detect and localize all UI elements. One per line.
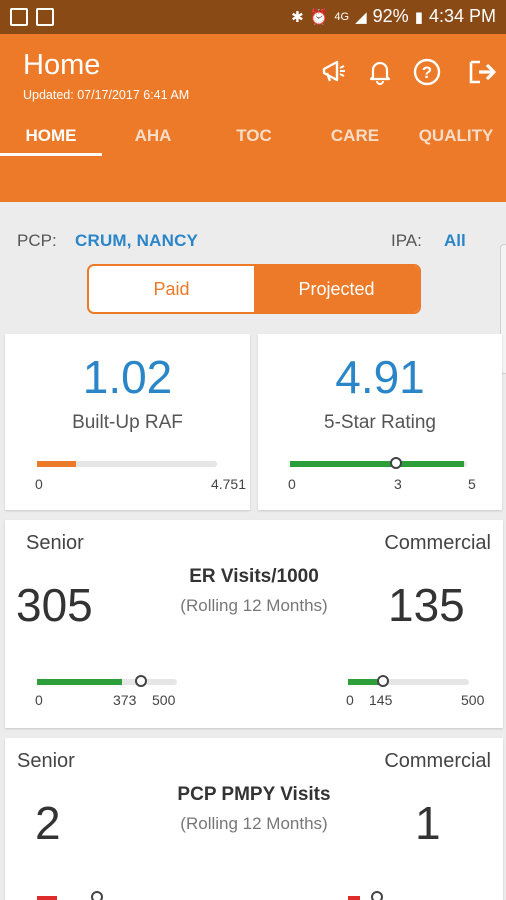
pcp-commercial-target-marker <box>371 891 383 900</box>
er-commercial-target-marker <box>377 675 390 687</box>
page-title: Home <box>23 49 101 81</box>
er-senior-marker-label: 373 <box>113 692 137 708</box>
star-progress-bar <box>290 457 467 469</box>
tab-aha[interactable]: AHA <box>134 126 172 145</box>
pcp-pmpy-subtitle: (Rolling 12 Months) <box>180 814 328 833</box>
star-target-marker <box>390 457 403 469</box>
pcp-commercial-label: Commercial <box>384 750 491 772</box>
raf-min: 0 <box>35 476 43 492</box>
status-bar: ✱ ⏰ 4G ◢ 92% ▮ 4:34 PM <box>0 0 506 34</box>
bluetooth-icon: ✱ <box>291 8 304 26</box>
battery-percent: 92% <box>372 6 409 26</box>
raf-card[interactable]: 1.02 Built-Up RAF 0 4.751 <box>5 334 250 510</box>
ipa-label: IPA: <box>391 231 422 250</box>
er-commercial-bar <box>348 675 469 687</box>
er-senior-value: 305 <box>16 579 93 631</box>
tab-home[interactable]: HOME <box>0 122 102 158</box>
star-progress-fill <box>290 461 464 467</box>
logout-icon[interactable] <box>466 56 498 88</box>
raf-progress-fill <box>37 461 76 467</box>
star-min: 0 <box>288 476 296 492</box>
pcp-pmpy-card[interactable]: Senior Commercial PCP PMPY Visits (Rolli… <box>5 738 503 900</box>
tab-bar: HOME AHA TOC CARE QUALITY <box>0 122 506 158</box>
er-commercial-value: 135 <box>388 579 465 631</box>
pcp-senior-bar-fill <box>37 896 57 900</box>
er-visits-title: ER Visits/1000 <box>189 566 319 587</box>
er-commercial-label: Commercial <box>384 532 491 554</box>
er-visits-card[interactable]: Senior Commercial ER Visits/1000 (Rollin… <box>5 520 503 728</box>
er-commercial-fill <box>348 679 381 685</box>
er-commercial-marker-label: 145 <box>369 692 393 708</box>
signal-icon: ◢ <box>355 8 367 26</box>
raf-max: 4.751 <box>210 476 246 492</box>
network-label: 4G <box>334 10 350 23</box>
ipa-selector[interactable]: All <box>444 231 466 250</box>
pcp-selector[interactable]: CRUM, NANCY <box>75 231 199 250</box>
raf-progress-bar <box>37 461 217 467</box>
scroll-handle[interactable] <box>500 244 506 374</box>
tab-toc[interactable]: TOC <box>236 126 272 145</box>
pcp-commercial-bar-fill <box>348 896 360 900</box>
er-senior-max: 500 <box>152 692 176 708</box>
app-header: Home Updated: 07/17/2017 6:41 AM ? HOME … <box>0 34 506 202</box>
pcp-label: PCP: <box>17 231 57 250</box>
er-commercial-min: 0 <box>346 692 354 708</box>
er-senior-fill <box>37 679 123 685</box>
star-max: 5 <box>468 476 476 492</box>
clock: 4:34 PM <box>428 6 496 26</box>
battery-icon: ▮ <box>414 8 423 26</box>
pcp-pmpy-title: PCP PMPY Visits <box>177 784 331 805</box>
er-visits-subtitle: (Rolling 12 Months) <box>180 596 328 615</box>
alarm-icon: ⏰ <box>309 8 329 26</box>
svg-text:?: ? <box>422 63 432 82</box>
announce-icon[interactable] <box>318 56 350 88</box>
er-senior-target-marker <box>135 675 148 687</box>
notification-icon <box>10 8 28 26</box>
paid-button[interactable]: Paid <box>153 279 190 299</box>
pcp-commercial-value: 1 <box>415 797 441 849</box>
pcp-senior-value: 2 <box>35 797 61 849</box>
bell-icon[interactable] <box>364 56 396 88</box>
er-senior-bar <box>37 675 177 687</box>
raf-label: Built-Up RAF <box>72 412 183 433</box>
er-senior-min: 0 <box>35 692 43 708</box>
tab-care[interactable]: CARE <box>330 126 380 145</box>
er-senior-label: Senior <box>26 532 84 554</box>
star-rating-card[interactable]: 4.91 5-Star Rating 0 3 5 <box>258 334 502 510</box>
raf-value: 1.02 <box>82 351 173 403</box>
help-icon[interactable]: ? <box>411 56 443 88</box>
pcp-senior-label: Senior <box>17 750 75 772</box>
star-rating-label: 5-Star Rating <box>324 412 436 433</box>
star-rating-value: 4.91 <box>335 351 425 403</box>
paid-projected-toggle: Paid Projected <box>87 264 421 314</box>
star-mid: 3 <box>394 476 402 492</box>
pcp-senior-target-marker <box>91 891 103 900</box>
updated-timestamp: Updated: 07/17/2017 6:41 AM <box>23 88 190 102</box>
filter-bar: PCP: CRUM, NANCY IPA: All Paid Projected <box>0 205 506 331</box>
image-icon <box>36 8 54 26</box>
tab-quality[interactable]: QUALITY <box>418 126 494 145</box>
projected-button[interactable]: Projected <box>254 266 419 312</box>
er-commercial-max: 500 <box>461 692 485 708</box>
